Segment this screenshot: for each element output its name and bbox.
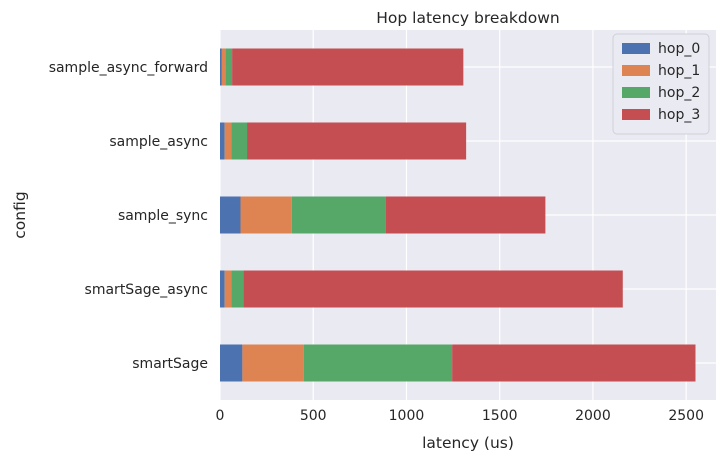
bar-hop_2-sample_async	[231, 122, 248, 160]
bar-hop_1-smartSage	[242, 344, 304, 382]
bar-hop_1-sample_async_forward	[221, 48, 226, 86]
x-tick-label: 500	[300, 408, 327, 424]
bar-hop_0-smartSage_async	[220, 270, 225, 308]
bar-hop_0-smartSage	[220, 344, 243, 382]
bar-hop_3-sample_async	[247, 122, 467, 160]
bar-hop_1-smartSage_async	[224, 270, 232, 308]
x-tick-label: 1000	[389, 408, 425, 424]
bar-hop_0-sample_async_forward	[220, 48, 222, 86]
legend-label-hop_2: hop_2	[658, 85, 700, 101]
legend-label-hop_1: hop_1	[658, 63, 700, 79]
legend-label-hop_3: hop_3	[658, 107, 700, 123]
bar-hop_2-smartSage_async	[231, 270, 244, 308]
bar-hop_3-sample_async_forward	[232, 48, 464, 86]
bar-hop_1-sample_sync	[240, 196, 292, 234]
legend-swatch-hop_3	[622, 109, 650, 120]
legend-swatch-hop_0	[622, 43, 650, 54]
chart-title: Hop latency breakdown	[376, 9, 559, 27]
bar-hop_2-sample_async_forward	[225, 48, 233, 86]
y-tick-labels: smartSage smartSage_async sample_sync sampl…	[49, 60, 208, 372]
legend-label-hop_0: hop_0	[658, 41, 700, 57]
bar-hop_0-sample_sync	[220, 196, 241, 234]
x-tick-labels: 0 500 1000 1500 2000 2500	[216, 408, 704, 424]
y-tick-label: smartSage	[132, 356, 208, 372]
bar-hop_2-sample_sync	[291, 196, 386, 234]
bar-hop_1-sample_async	[224, 122, 232, 160]
x-tick-label: 1500	[482, 408, 518, 424]
legend: hop_0 hop_1 hop_2 hop_3	[612, 33, 710, 135]
y-tick-label: smartSage_async	[85, 282, 208, 298]
bar-hop_0-sample_async	[220, 122, 225, 160]
x-axis-title: latency (us)	[422, 434, 514, 452]
x-tick-label: 2000	[575, 408, 611, 424]
bar-hop_3-smartSage_async	[243, 270, 623, 308]
bar-hop_2-smartSage	[303, 344, 453, 382]
y-tick-label: sample_async_forward	[49, 60, 208, 76]
y-tick-label: sample_sync	[118, 208, 208, 224]
legend-swatch-hop_2	[622, 87, 650, 98]
legend-swatch-hop_1	[622, 65, 650, 76]
y-axis-title: config	[11, 191, 29, 238]
y-tick-label: sample_async	[109, 134, 208, 150]
bars	[220, 48, 696, 382]
bar-hop_3-smartSage	[452, 344, 696, 382]
x-tick-label: 0	[216, 408, 225, 424]
x-tick-label: 2500	[668, 408, 704, 424]
bar-hop_3-sample_sync	[385, 196, 546, 234]
